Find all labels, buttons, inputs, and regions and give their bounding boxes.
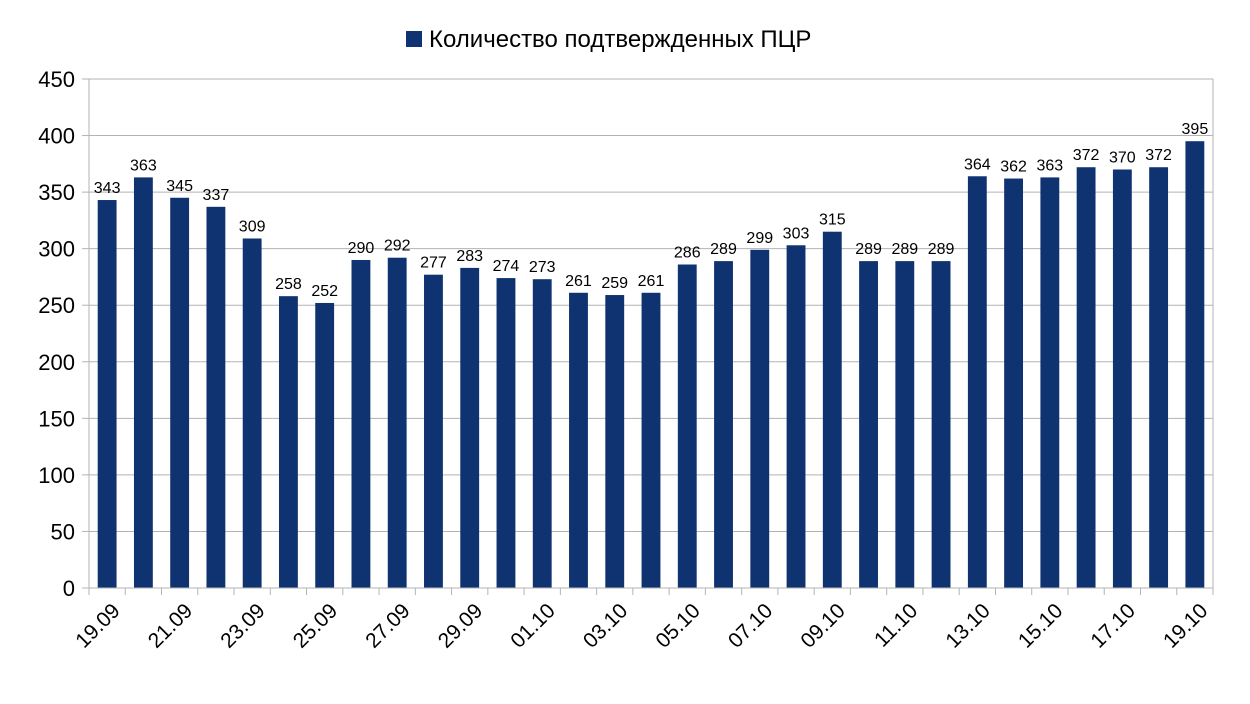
data-label: 289 bbox=[928, 241, 955, 258]
bar bbox=[1076, 167, 1096, 588]
data-label: 286 bbox=[674, 245, 701, 262]
data-label: 345 bbox=[166, 178, 193, 195]
y-axis-ticks: 0 50 100 150 200 250 300 350 400 450 bbox=[38, 67, 89, 601]
data-label: 252 bbox=[311, 283, 338, 300]
bar bbox=[206, 206, 226, 588]
data-label: 258 bbox=[275, 276, 302, 293]
x-tick-label: 23.09 bbox=[216, 599, 269, 652]
bar bbox=[786, 245, 806, 589]
data-label: 309 bbox=[239, 218, 266, 235]
data-label: 395 bbox=[1182, 121, 1209, 138]
bar bbox=[641, 292, 661, 588]
x-tick-label: 03.10 bbox=[579, 599, 632, 652]
axes bbox=[88, 79, 1214, 595]
data-label: 303 bbox=[783, 225, 810, 242]
y-tick-label: 0 bbox=[63, 576, 75, 601]
bar bbox=[714, 261, 733, 588]
bar bbox=[859, 261, 878, 588]
data-label: 364 bbox=[964, 156, 991, 173]
data-label: 299 bbox=[746, 230, 773, 247]
data-label: 370 bbox=[1109, 149, 1136, 166]
bar bbox=[931, 261, 951, 588]
y-tick-label: 50 bbox=[51, 519, 75, 544]
x-tick-label: 07.10 bbox=[724, 599, 777, 652]
x-tick-label: 27.09 bbox=[361, 599, 414, 652]
y-tick-label: 300 bbox=[38, 237, 75, 262]
bar bbox=[1149, 167, 1169, 588]
bar bbox=[387, 257, 407, 588]
data-label: 289 bbox=[710, 241, 737, 258]
data-label: 289 bbox=[891, 241, 918, 258]
x-tick-label: 05.10 bbox=[651, 599, 704, 652]
bar bbox=[569, 292, 588, 588]
bar bbox=[315, 302, 335, 588]
x-tick-label: 15.10 bbox=[1014, 599, 1067, 652]
x-tick-label: 19.09 bbox=[71, 599, 124, 652]
data-label: 259 bbox=[601, 275, 628, 292]
legend-swatch bbox=[406, 31, 422, 47]
bar bbox=[460, 267, 480, 588]
x-tick-label: 29.09 bbox=[434, 599, 487, 652]
data-label: 315 bbox=[819, 212, 846, 229]
bar bbox=[895, 261, 915, 588]
data-label: 274 bbox=[493, 258, 520, 275]
bar bbox=[605, 295, 625, 588]
x-tick-label: 09.10 bbox=[796, 599, 849, 652]
legend: Количество подтвержденных ПЦР bbox=[406, 26, 811, 53]
data-labels: 343 363 345 337 309 258 252 290 292 277 283 274 273 2… bbox=[94, 121, 1209, 300]
bar bbox=[278, 296, 298, 588]
bar bbox=[967, 176, 987, 588]
y-tick-label: 400 bbox=[38, 124, 75, 149]
bar bbox=[1004, 178, 1024, 588]
legend-label: Количество подтвержденных ПЦР bbox=[429, 26, 811, 53]
data-label: 283 bbox=[456, 248, 483, 265]
data-label: 372 bbox=[1145, 147, 1172, 164]
x-tick-label: 13.10 bbox=[941, 599, 994, 652]
data-label: 363 bbox=[1036, 157, 1063, 174]
data-label: 292 bbox=[384, 238, 411, 255]
x-tick-label: 25.09 bbox=[289, 599, 342, 652]
bar bbox=[97, 200, 117, 589]
bar bbox=[351, 259, 371, 588]
data-label: 261 bbox=[638, 273, 665, 290]
data-label: 372 bbox=[1073, 147, 1100, 164]
y-tick-label: 150 bbox=[38, 406, 75, 431]
bar bbox=[1040, 177, 1060, 588]
data-label: 343 bbox=[94, 180, 121, 197]
bar bbox=[133, 177, 153, 588]
x-tick-label: 21.09 bbox=[144, 599, 197, 652]
y-tick-label: 250 bbox=[38, 293, 75, 318]
bar bbox=[424, 274, 443, 588]
x-tick-label: 11.10 bbox=[870, 599, 922, 651]
bar bbox=[496, 278, 516, 588]
bar bbox=[822, 231, 842, 588]
y-tick-label: 100 bbox=[38, 463, 75, 488]
data-label: 337 bbox=[203, 187, 230, 204]
data-label: 362 bbox=[1000, 159, 1027, 176]
x-tick-label: 17.10 bbox=[1086, 599, 1139, 652]
bar bbox=[750, 249, 770, 588]
data-label: 273 bbox=[529, 259, 556, 276]
bar bbox=[242, 238, 262, 588]
y-tick-label: 350 bbox=[38, 180, 75, 205]
y-tick-label: 200 bbox=[38, 350, 75, 375]
data-label: 363 bbox=[130, 157, 157, 174]
data-label: 277 bbox=[420, 255, 447, 272]
bar bbox=[1112, 169, 1132, 588]
y-tick-label: 450 bbox=[38, 67, 75, 92]
bars bbox=[97, 141, 1205, 589]
x-axis-ticks: 19.09 21.09 23.09 25.09 27.09 29.09 01.10 03.10… bbox=[71, 599, 1212, 652]
bar bbox=[170, 197, 190, 588]
data-label: 290 bbox=[348, 240, 375, 257]
bar bbox=[1185, 141, 1205, 588]
x-tick-label: 01.10 bbox=[506, 599, 559, 652]
x-tick-label: 19.10 bbox=[1159, 599, 1212, 652]
data-label: 289 bbox=[855, 241, 882, 258]
bar bbox=[532, 279, 552, 588]
bar bbox=[677, 264, 697, 588]
data-label: 261 bbox=[565, 273, 592, 290]
